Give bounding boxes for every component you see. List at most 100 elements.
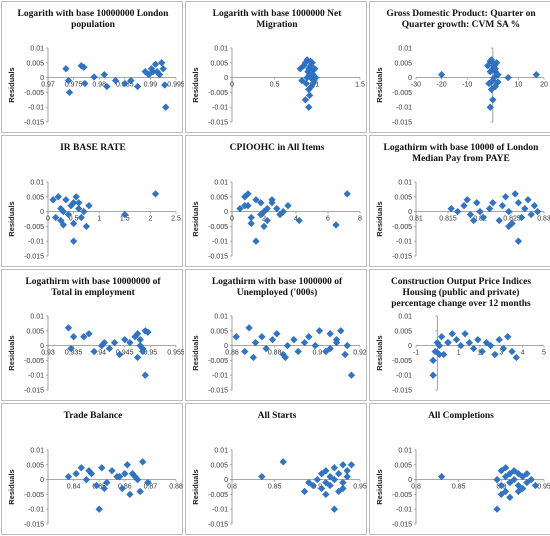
data-point xyxy=(90,73,98,81)
data-point xyxy=(476,207,484,216)
data-point xyxy=(82,475,91,484)
data-point xyxy=(485,204,494,213)
data-point xyxy=(533,207,542,216)
data-point xyxy=(518,484,527,493)
data-point xyxy=(126,338,134,347)
data-point xyxy=(232,333,240,341)
y-tick-label: 0.01 xyxy=(214,180,228,187)
data-point xyxy=(518,472,527,481)
data-point xyxy=(497,490,506,499)
data-point xyxy=(75,204,83,213)
data-point xyxy=(244,190,252,198)
data-point xyxy=(334,469,343,478)
data-point xyxy=(157,59,166,67)
data-point xyxy=(527,475,535,484)
data-point xyxy=(85,330,93,338)
y-tick-label: -0.005 xyxy=(208,90,228,97)
y-tick-label: -0.015 xyxy=(24,120,44,127)
data-point xyxy=(431,347,439,356)
y-tick-label: -0.015 xyxy=(392,120,412,127)
data-point xyxy=(252,237,260,245)
data-point xyxy=(241,201,249,210)
data-point xyxy=(457,341,465,350)
data-point xyxy=(110,338,119,347)
data-point xyxy=(465,338,474,347)
data-point xyxy=(489,96,497,104)
y-tick-label: -0.005 xyxy=(392,224,412,231)
y-tick-label: 0.01 xyxy=(398,180,412,187)
data-point xyxy=(497,481,506,490)
data-point xyxy=(341,350,349,359)
data-point xyxy=(247,219,255,228)
x-tick-label: 0.95 xyxy=(537,484,550,491)
data-point xyxy=(501,487,510,496)
residual-plot-2: Logarith with base 1000000 Net Migration R… xyxy=(185,1,367,133)
data-point xyxy=(108,467,116,475)
data-point xyxy=(80,333,88,341)
residual-plot-10: Trade Balance Residuals 0.01 0.005 0 -0.005 -0… xyxy=(1,403,183,535)
data-point xyxy=(326,472,334,481)
y-tick-label: -0.015 xyxy=(392,522,412,529)
data-point xyxy=(92,481,101,490)
data-point xyxy=(466,210,475,219)
y-tick-label: 0 xyxy=(40,209,44,216)
data-point xyxy=(69,219,78,228)
data-point xyxy=(339,461,347,469)
y-axis-label: Residuals xyxy=(7,469,16,504)
data-point xyxy=(290,335,298,344)
data-point xyxy=(326,481,334,490)
data-point xyxy=(332,338,341,347)
data-point xyxy=(111,76,120,85)
y-tick-label: 0.01 xyxy=(214,448,228,455)
x-tick-label: -1 xyxy=(413,350,419,357)
data-point xyxy=(105,344,114,353)
data-point xyxy=(300,487,309,496)
y-axis-label: Residuals xyxy=(191,67,200,102)
x-tick-label: 20 xyxy=(540,82,548,89)
plot-svg: Gross Domestic Product: Quarter on Quarte… xyxy=(375,9,548,127)
data-point xyxy=(263,204,271,213)
data-point xyxy=(501,472,510,481)
x-tick-label: 5 xyxy=(542,350,546,357)
data-point xyxy=(494,78,502,86)
y-tick-label: -0.01 xyxy=(28,105,44,112)
y-tick-label: 0.005 xyxy=(26,328,44,335)
data-point xyxy=(311,341,319,350)
x-tick-label: 0 xyxy=(46,216,50,223)
plot-title: CPIOOHC in All Items xyxy=(230,143,325,153)
data-point xyxy=(491,65,500,73)
data-point xyxy=(75,199,83,207)
data-point xyxy=(429,356,437,365)
y-axis-label: Residuals xyxy=(7,335,16,370)
plot-svg: Logarith with base 1000000 Net Migration R… xyxy=(191,9,365,127)
data-point xyxy=(486,341,495,350)
data-point xyxy=(337,327,345,335)
y-tick-label: -0.01 xyxy=(212,507,228,514)
plot-title: Construction Output Price Indices Housing… xyxy=(391,277,531,309)
x-tick-label: 0.85 xyxy=(268,484,282,491)
data-point xyxy=(283,341,292,350)
y-tick-label: 0 xyxy=(408,343,412,350)
plot-svg: Logathirm with base 10000000 of Total in … xyxy=(7,277,184,395)
data-point xyxy=(103,82,111,91)
y-tick-label: 0 xyxy=(40,477,44,484)
data-point xyxy=(435,350,444,359)
data-point xyxy=(505,207,513,216)
data-point xyxy=(447,204,455,213)
data-point xyxy=(482,338,491,347)
y-tick-label: 0.01 xyxy=(30,46,44,53)
y-tick-label: 0.005 xyxy=(394,462,412,469)
y-tick-label: 0.005 xyxy=(26,60,44,67)
data-point xyxy=(144,478,152,487)
data-point xyxy=(72,193,80,201)
data-point xyxy=(521,204,529,213)
data-point xyxy=(284,201,292,210)
x-tick-label: 0.81 xyxy=(409,216,423,223)
data-point xyxy=(527,210,535,219)
data-point xyxy=(263,216,271,225)
y-axis-label: Residuals xyxy=(375,201,384,236)
data-point xyxy=(452,335,461,344)
x-tick-label: 0.88 xyxy=(169,484,183,491)
data-point xyxy=(136,487,144,496)
plot-title: Logarith with base 1000000 Net Migration xyxy=(213,9,343,30)
